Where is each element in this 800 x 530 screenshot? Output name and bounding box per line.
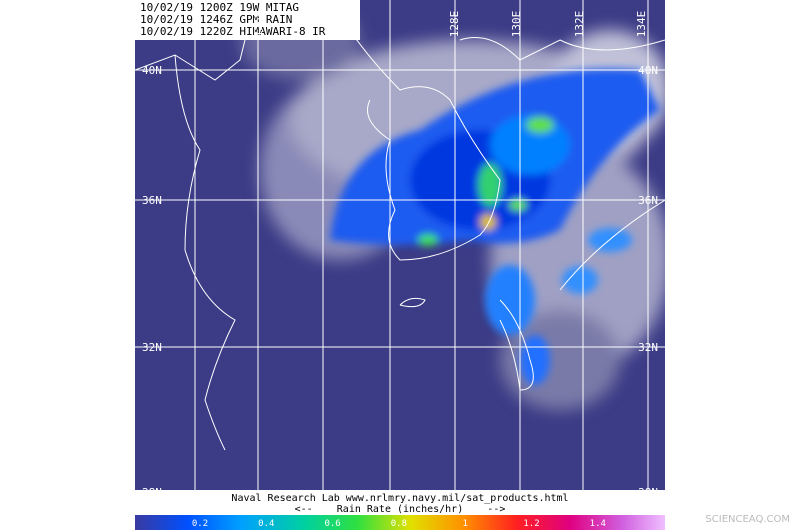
longitude-label: 134E <box>635 11 648 38</box>
scale-tick-label: 1.2 <box>523 519 539 529</box>
scale-title: <-- Rain Rate (inches/hr) --> <box>295 504 506 515</box>
header-line: 10/02/19 1220Z HIMAWARI-8 IR <box>140 25 326 38</box>
graticule <box>135 0 665 490</box>
longitude-label: 130E <box>510 11 523 38</box>
color-bar <box>135 515 665 530</box>
latitude-label: 32N <box>638 341 658 354</box>
footer-box <box>135 490 665 515</box>
scale-tick-label: 1.4 <box>590 519 606 529</box>
longitude-label: 126E <box>252 11 265 38</box>
scale-tick-label: 1 <box>462 519 467 529</box>
header-line: 10/02/19 1200Z 19W MITAG <box>140 1 299 14</box>
latitude-label: 36N <box>638 194 658 207</box>
header-line: 10/02/19 1246Z GPM RAIN <box>140 13 292 26</box>
coastlines <box>135 0 665 451</box>
latitude-label: 40N <box>142 64 162 77</box>
longitude-label: 132E <box>573 11 586 38</box>
rain-bands <box>330 68 660 385</box>
scale-tick-label: 0.4 <box>258 519 274 529</box>
credit: Naval Research Lab www.nrlmry.navy.mil/s… <box>231 493 568 504</box>
latitude-label: 28N <box>638 486 658 499</box>
longitude-label: 128E <box>448 11 461 38</box>
scale-tick-label: 0.2 <box>192 519 208 529</box>
latitude-label: 36N <box>142 194 162 207</box>
latitude-label: 40N <box>638 64 658 77</box>
header-box <box>135 0 360 40</box>
scale-tick-label: 0.8 <box>391 519 407 529</box>
watermark: SCIENCEAQ.COM <box>705 514 790 525</box>
latitude-label: 28N <box>142 486 162 499</box>
scale-tick-label: 0.6 <box>324 519 340 529</box>
map-area <box>135 0 665 490</box>
latitude-label: 32N <box>142 341 162 354</box>
